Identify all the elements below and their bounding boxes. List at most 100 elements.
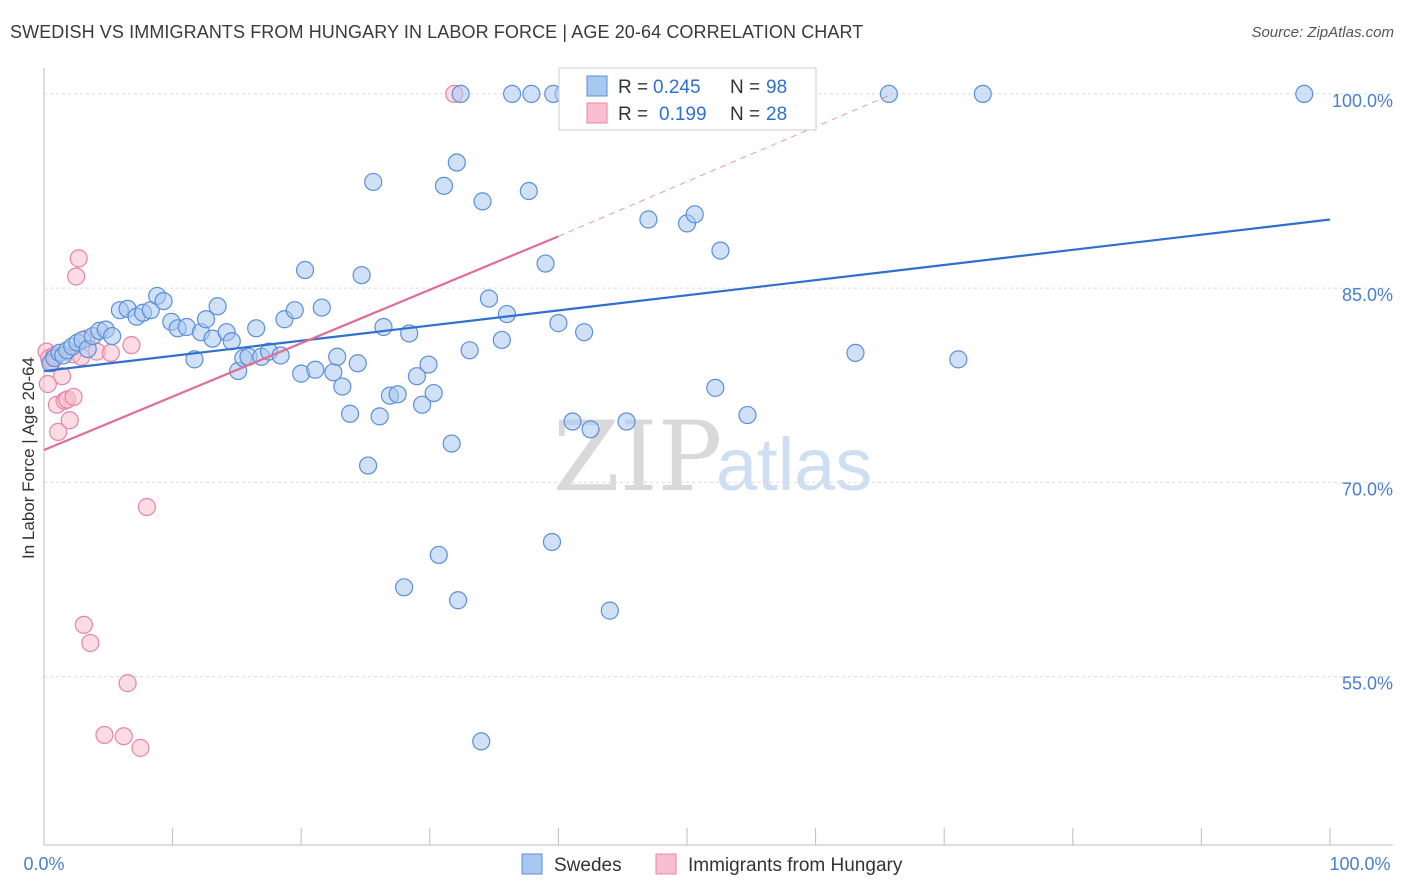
bottom-legend: Swedes Immigrants from Hungary (521, 853, 903, 876)
swedes-point-92 (879, 84, 899, 104)
swedes-point-95 (1295, 84, 1314, 104)
swedes-point-48 (352, 266, 371, 285)
x-tick-label-max: 100.0% (1329, 854, 1390, 874)
y-tick-label-55: 55.0% (1342, 674, 1393, 694)
hungary-point-11 (64, 387, 83, 407)
swedes-point-87 (685, 205, 704, 224)
hungary-point-12 (67, 267, 86, 286)
stats-swatch-swedes (586, 75, 608, 97)
swedes-point-79 (563, 412, 582, 431)
swedes-point-42 (312, 298, 331, 317)
swedes-point-66 (451, 84, 470, 104)
swedes-point-44 (328, 347, 347, 366)
swedes-point-33 (247, 319, 266, 338)
swedes-point-54 (388, 385, 407, 404)
swedes-point-71 (492, 330, 511, 350)
swedes-point-94 (973, 84, 992, 104)
swedes-point-81 (581, 420, 600, 439)
stats-r-label-hungary: R = (618, 104, 653, 125)
stats-n-value-swedes: 98 (766, 77, 787, 98)
chart-title: SWEDISH VS IMMIGRANTS FROM HUNGARY IN LA… (10, 22, 864, 42)
hungary-point-6 (52, 367, 72, 386)
watermark-atlas: atlas (716, 423, 872, 506)
y-tick-label-70: 70.0% (1342, 479, 1393, 499)
swedes-point-80 (575, 323, 594, 342)
swedes-point-57 (407, 367, 427, 386)
hungary-point-20 (101, 343, 120, 362)
swedes-point-75 (536, 254, 555, 273)
swedes-point-70 (479, 289, 499, 308)
swedes-point-50 (364, 172, 383, 192)
swedes-point-12 (103, 326, 122, 346)
swedes-point-55 (394, 578, 414, 597)
swedes-point-49 (358, 456, 378, 475)
x-tick-label-min: 0.0% (23, 854, 64, 874)
swedes-point-90 (738, 405, 757, 425)
legend-label-hungary: Immigrants from Hungary (688, 855, 903, 876)
axes (43, 68, 1393, 846)
hungary-point-27 (38, 374, 57, 394)
hungary-point-21 (114, 727, 133, 746)
trend-line-hungary (43, 235, 559, 452)
hungary-point-9 (60, 411, 79, 430)
swedes-point-69 (472, 732, 491, 751)
stats-r-value-swedes: 0.245 (653, 77, 701, 98)
swedes-point-46 (340, 404, 360, 423)
swedes-point-59 (419, 355, 438, 374)
swedes-point-89 (711, 241, 730, 260)
swedes-point-19 (154, 292, 173, 311)
swedes-point-63 (442, 434, 461, 453)
swedes-point-77 (549, 314, 568, 333)
stats-n-label-swedes: N = (730, 77, 765, 98)
hungary-point-13 (69, 249, 88, 268)
legend-label-swedes: Swedes (554, 855, 622, 876)
legend-swatch-swedes (521, 853, 543, 875)
y-tick-labels: 55.0% 70.0% 85.0% 100.0% (1332, 91, 1393, 694)
swedes-point-25 (196, 310, 216, 329)
hungary-point-19 (95, 725, 114, 745)
swedes-point-38 (285, 301, 304, 320)
hungary-point-25 (137, 497, 156, 517)
swedes-point-91 (846, 343, 865, 362)
swedes-point-51 (370, 407, 389, 426)
stats-legend-box: R = 0.245 N = 98 R = 0.199 N = 28 (558, 67, 817, 131)
legend-swatch-hungary (655, 853, 677, 875)
swedes-point-61 (429, 545, 448, 565)
y-tick-label-100: 100.0% (1332, 91, 1393, 111)
swedes-point-85 (639, 210, 658, 229)
swedes-point-84 (617, 412, 636, 431)
stats-swatch-hungary (586, 102, 608, 124)
swedes-point-27 (208, 297, 227, 316)
y-tick-label-85: 85.0% (1342, 285, 1393, 305)
swedes-point-47 (348, 354, 367, 373)
hungary-point-15 (74, 615, 93, 634)
swedes-point-64 (447, 153, 466, 172)
swedes-point-40 (295, 260, 315, 280)
stats-n-value-hungary: 28 (766, 104, 787, 125)
hungary-point-24 (131, 738, 150, 757)
swedes-point-74 (522, 84, 541, 104)
swedes-point-23 (185, 350, 204, 369)
swedes-point-93 (949, 350, 968, 369)
swedes-point-97 (503, 84, 522, 104)
trend-line-hungary-extension (558, 93, 893, 237)
hungary-point-22 (118, 674, 137, 693)
swedes-point-68 (473, 192, 492, 211)
x-ticks (43, 828, 1331, 845)
swedes-point-45 (333, 377, 352, 396)
stats-n-label-hungary: N = (730, 104, 765, 125)
swedes-point-67 (460, 341, 479, 360)
series-hungary-points (37, 84, 464, 757)
trend-lines (43, 93, 1331, 452)
swedes-point-88 (706, 378, 725, 397)
stats-r-label-swedes: R = (618, 77, 653, 98)
swedes-point-58 (412, 395, 432, 414)
hungary-point-5 (49, 422, 68, 441)
swedes-point-76 (542, 532, 562, 552)
swedes-point-65 (448, 591, 468, 610)
swedes-point-52 (374, 317, 393, 337)
stats-r-value-hungary: 0.199 (659, 104, 707, 125)
hungary-point-23 (122, 336, 141, 355)
y-axis-title: In Labor Force | Age 20-64 (19, 357, 38, 559)
